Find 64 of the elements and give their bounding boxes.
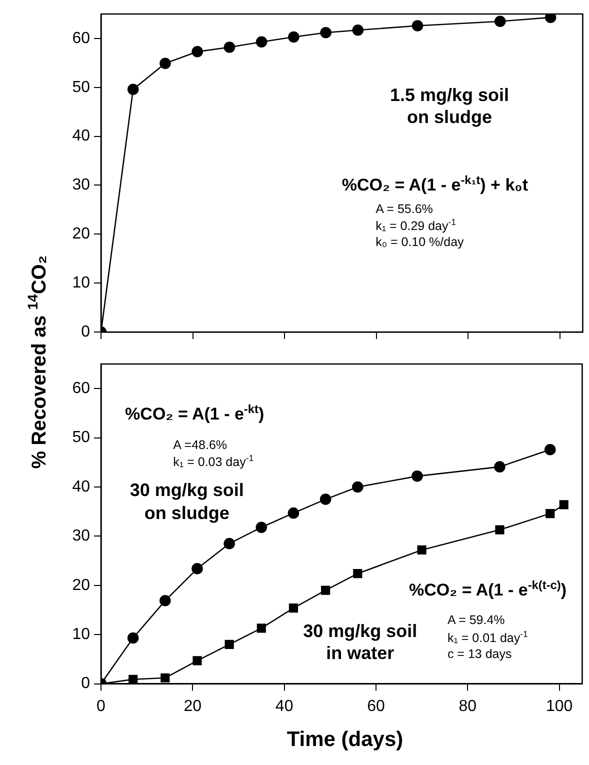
annotation: %CO₂ = A(1 - e$^{-kt}$): [125, 402, 264, 426]
annotation: 30 mg/kg soil on sludge: [130, 479, 244, 524]
y-tick-label: 10: [72, 274, 90, 292]
annotation: %CO₂ = A(1 - e$^{-k(t-c)}$): [408, 578, 567, 602]
annotation: A = 55.6% k₁ = 0.29 day$^{-1}$ k₀ = 0.10 %/day: [376, 202, 464, 251]
point: [127, 84, 139, 95]
point: [321, 586, 330, 595]
point: [256, 624, 266, 633]
y-tick-label: 10: [72, 626, 90, 644]
point: [256, 522, 268, 533]
x-tick-label: 100: [546, 698, 573, 715]
y-tick-label: 60: [72, 380, 90, 398]
point: [495, 525, 504, 534]
point: [352, 24, 364, 36]
point: [494, 16, 506, 27]
y-tick-label: 20: [72, 576, 90, 594]
point: [224, 640, 234, 649]
y-tick-label: 0: [81, 323, 90, 340]
y-tick-label: 0: [81, 675, 90, 692]
y-tick-label: 50: [72, 78, 90, 96]
y-tick-label: 30: [72, 528, 90, 545]
point: [559, 500, 568, 510]
x-tick-label: 60: [367, 698, 385, 715]
y-tick-label: 50: [72, 429, 90, 446]
point: [288, 31, 300, 43]
y-tick-label: 20: [72, 226, 90, 243]
point: [160, 58, 171, 70]
x-tick-label: 80: [458, 698, 477, 715]
point: [160, 673, 170, 682]
point: [192, 656, 202, 666]
point: [160, 595, 171, 606]
point: [256, 36, 268, 48]
y-tick-label: 40: [72, 478, 90, 496]
point: [412, 20, 424, 32]
point: [546, 509, 555, 518]
point: [128, 674, 138, 684]
x-tick-label: 20: [184, 698, 202, 715]
point: [224, 42, 236, 53]
point: [288, 603, 298, 613]
point: [320, 494, 332, 505]
annotation: 1.5 mg/kg soil on sludge: [390, 84, 510, 129]
x-tick-label: 40: [275, 698, 294, 715]
text: A = 59.4% k₁ = 0.01 day$^{-1}$ c = 13 days: [447, 613, 528, 661]
y-tick-label: 60: [72, 30, 90, 47]
point: [412, 470, 423, 482]
point: [353, 569, 362, 578]
point: [288, 507, 300, 519]
point: [494, 461, 506, 472]
y-tick-label: 40: [72, 128, 90, 145]
y-tick-label: 30: [72, 176, 90, 194]
point: [544, 444, 556, 456]
x-tick-label: 0: [96, 698, 106, 715]
point: [192, 563, 203, 574]
point: [224, 538, 235, 550]
annotation: A =48.6% k₁ = 0.03 day$^{-1}$: [173, 438, 254, 471]
point: [352, 481, 364, 493]
point: [544, 14, 556, 24]
x-axis-title: Time (days): [286, 728, 404, 752]
annotation: %CO₂ = A(1 - e$^{-k₁t}$) + k₀t: [342, 173, 528, 196]
annotation: 30 mg/kg soil in water: [303, 620, 418, 665]
point: [192, 46, 203, 58]
point: [127, 632, 139, 644]
point: [417, 545, 426, 555]
point: [320, 26, 332, 38]
